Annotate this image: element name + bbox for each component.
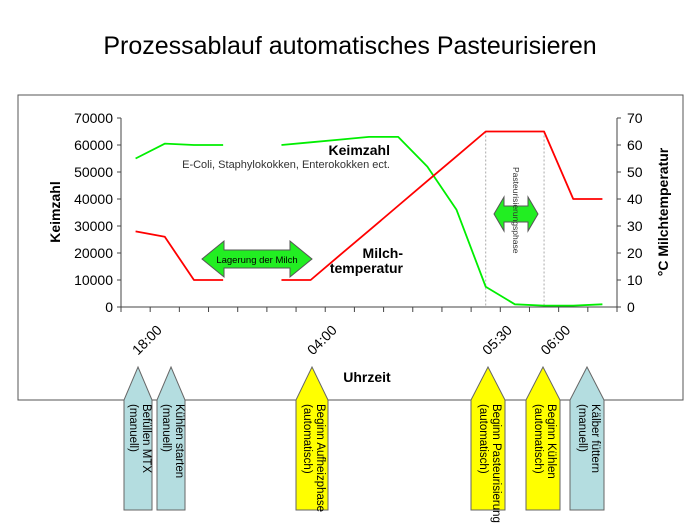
right-tick-label: 20 xyxy=(627,245,643,261)
event-marker-arrow xyxy=(525,365,561,511)
x-axis-label: Uhrzeit xyxy=(343,369,391,385)
double-arrow-icon xyxy=(493,195,539,233)
x-tick-label: 06:00 xyxy=(537,322,573,358)
right-tick-label: 10 xyxy=(627,272,643,288)
lagerung-label: Lagerung der Milch xyxy=(216,255,297,266)
event-marker-sublabel: (automatisch) xyxy=(301,404,313,474)
event-marker-arrow xyxy=(295,365,329,511)
chart-title: Prozessablauf automatisches Pasteurisier… xyxy=(103,32,597,60)
right-tick-label: 50 xyxy=(627,164,643,180)
right-tick-label: 70 xyxy=(627,110,643,126)
event-marker-sublabel: (automatisch) xyxy=(477,404,489,474)
event-marker-label: Beginn Aufheizphase xyxy=(314,404,326,512)
x-tick-label: 05:30 xyxy=(479,322,515,358)
series-line-temperatur xyxy=(135,230,224,281)
left-tick-label: 30000 xyxy=(74,218,113,234)
x-tick-label: 18:00 xyxy=(129,322,165,358)
keimzahl-sublabel: E-Coli, Staphylokokken, Enterokokken ect… xyxy=(182,159,390,171)
left-tick-label: 70000 xyxy=(74,110,113,126)
temp-label-1: Milch- xyxy=(363,245,404,261)
left-axis-label: Keimzahl xyxy=(47,181,63,242)
x-tick-label: 04:00 xyxy=(304,322,340,358)
event-marker-sublabel: (manuell) xyxy=(160,404,172,452)
left-tick-label: 60000 xyxy=(74,137,113,153)
right-axis-label: °C Milchtemperatur xyxy=(655,147,671,276)
keimzahl-label: Keimzahl xyxy=(329,142,390,158)
left-tick-label: 0 xyxy=(105,299,113,315)
event-marker-label: Kühlen starten xyxy=(173,404,185,478)
event-marker-sublabel: (manuell) xyxy=(576,404,588,452)
left-tick-label: 40000 xyxy=(74,191,113,207)
series-line-temperatur xyxy=(281,130,603,281)
event-marker-sublabel: (automatisch) xyxy=(532,404,544,474)
event-marker-label: Befüllen MTX xyxy=(140,404,152,473)
event-marker-arrow xyxy=(569,365,605,511)
right-tick-label: 30 xyxy=(627,218,643,234)
left-tick-label: 50000 xyxy=(74,164,113,180)
double-arrow-icon xyxy=(201,239,313,279)
chart-frame xyxy=(17,94,684,401)
right-tick-label: 60 xyxy=(627,137,643,153)
event-marker-arrow xyxy=(470,365,506,511)
event-marker-arrow xyxy=(156,365,186,511)
event-marker-arrow xyxy=(123,365,153,511)
pasteur-phase-label: Pasteurisierungsphase xyxy=(511,167,521,254)
series-line-keimzahl xyxy=(135,142,224,160)
left-tick-label: 20000 xyxy=(74,245,113,261)
right-tick-label: 40 xyxy=(627,191,643,207)
event-marker-sublabel: (manuell) xyxy=(127,404,139,452)
left-tick-label: 10000 xyxy=(74,272,113,288)
event-marker-label: Kälber füttern xyxy=(589,404,601,473)
right-tick-label: 0 xyxy=(627,299,635,315)
event-marker-label: Beginn Kühlen xyxy=(545,404,557,479)
temp-label-2: temperatur xyxy=(330,260,404,276)
event-marker-label: Beginn Pasteurisierung xyxy=(490,404,502,523)
series-line-keimzahl xyxy=(281,135,603,307)
